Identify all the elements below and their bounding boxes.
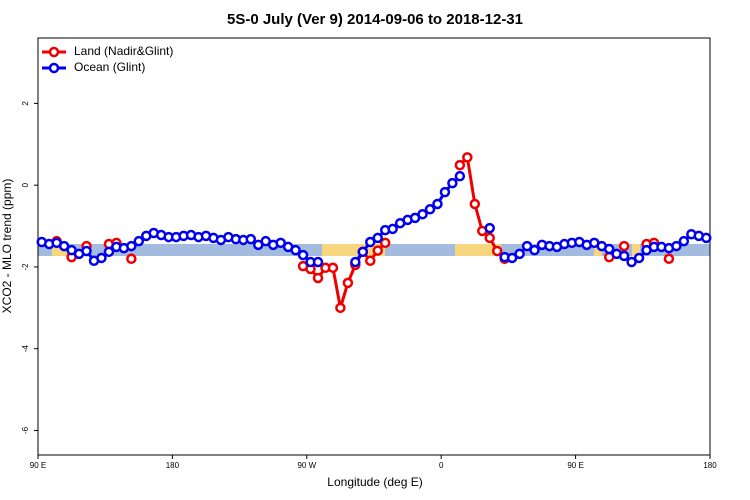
point: [365, 255, 376, 267]
chart-title: 5S-0 July (Ver 9) 2014-09-06 to 2018-12-…: [227, 11, 523, 28]
x-tick-label: 180: [703, 461, 717, 470]
point: [603, 243, 615, 255]
y-tick-label: -2: [21, 263, 30, 271]
point: [671, 240, 682, 252]
point: [357, 246, 369, 258]
point: [678, 235, 690, 247]
x-tick-label: 90 W: [297, 461, 316, 470]
point: [618, 240, 630, 252]
point: [514, 248, 525, 260]
plot-frame: [37, 37, 711, 456]
point: [379, 237, 391, 249]
x-axis-label: Longitude (deg E): [327, 475, 422, 489]
point: [387, 223, 398, 235]
legend-label: Land (Nadir&Glint): [74, 44, 173, 58]
y-tick-label: -6: [21, 426, 30, 434]
point: [454, 170, 466, 182]
point: [58, 240, 70, 252]
point: [365, 236, 376, 248]
point: [447, 177, 458, 189]
point: [484, 232, 495, 244]
legend-label: Ocean (Glint): [74, 60, 145, 74]
y-tick-label: 2: [21, 101, 30, 106]
x-tick-label: 0: [439, 461, 444, 470]
point: [439, 186, 451, 198]
point: [506, 252, 518, 264]
point: [529, 244, 540, 256]
point: [372, 232, 383, 244]
point: [126, 253, 137, 265]
point: [335, 302, 346, 314]
point: [618, 250, 630, 262]
point: [701, 232, 712, 244]
point: [521, 240, 533, 252]
point: [626, 256, 637, 268]
point: [126, 240, 137, 252]
point: [462, 152, 473, 163]
point: [327, 262, 339, 274]
point: [133, 235, 145, 247]
point: [432, 198, 443, 210]
point: [424, 204, 436, 215]
point: [103, 246, 115, 258]
point: [417, 208, 428, 220]
x-tick-label: 180: [166, 461, 180, 470]
band-land: [632, 244, 640, 256]
point: [633, 252, 645, 264]
point: [491, 245, 503, 257]
point: [275, 237, 286, 249]
point: [81, 245, 92, 257]
point: [484, 222, 495, 234]
point: [454, 159, 466, 171]
point: [312, 272, 324, 284]
point: [297, 249, 309, 261]
point: [245, 233, 257, 245]
point: [312, 256, 324, 268]
legend-marker: [48, 46, 60, 58]
legend-marker: [48, 62, 60, 74]
x-tick-label: 90 E: [567, 461, 583, 470]
y-tick-label: -4: [21, 345, 30, 353]
series-line: [458, 154, 506, 260]
point: [663, 253, 675, 265]
point: [469, 198, 481, 210]
point: [96, 252, 107, 264]
x-tick-label: 90 E: [30, 461, 46, 470]
y-axis-label: XCO2 - MLO trend (ppm): [0, 179, 14, 314]
point: [350, 256, 361, 268]
band-land: [455, 244, 501, 256]
point: [290, 244, 301, 256]
band-land: [594, 244, 602, 256]
point: [342, 277, 354, 289]
point: [372, 245, 383, 256]
y-tick-label: 0: [21, 182, 30, 187]
